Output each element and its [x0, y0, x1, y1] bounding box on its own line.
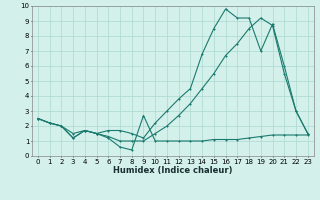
X-axis label: Humidex (Indice chaleur): Humidex (Indice chaleur)	[113, 166, 233, 175]
